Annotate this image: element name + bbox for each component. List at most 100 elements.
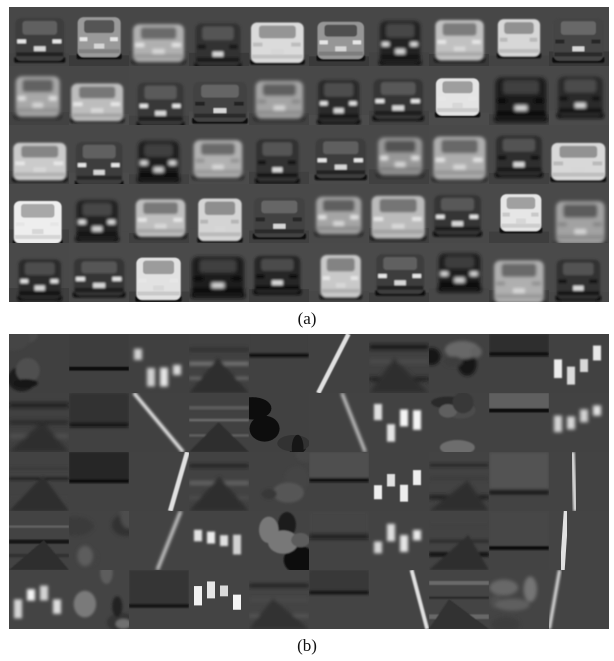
non-vehicle-sample-image (189, 452, 249, 511)
non-vehicle-sample-image (429, 393, 489, 452)
non-vehicle-sample-31 (9, 511, 69, 570)
vehicle-sample-image (249, 66, 309, 125)
vehicle-sample-image (249, 184, 309, 243)
non-vehicle-sample-38 (429, 511, 489, 570)
non-vehicle-sample-11 (9, 393, 69, 452)
non-vehicle-sample-image (249, 511, 309, 570)
vehicle-sample-32 (69, 184, 129, 243)
non-vehicle-sample-image (369, 393, 429, 452)
non-vehicle-sample-29 (489, 452, 549, 511)
vehicle-sample-image (69, 7, 129, 66)
non-vehicle-sample-48 (429, 570, 489, 629)
non-vehicle-sample-46 (309, 570, 369, 629)
vehicle-sample-14 (189, 66, 249, 125)
non-vehicle-sample-image (309, 452, 369, 511)
vehicle-sample-image (249, 125, 309, 184)
non-vehicle-sample-7 (369, 334, 429, 393)
vehicle-sample-3 (129, 7, 189, 66)
vehicle-sample-34 (189, 184, 249, 243)
non-vehicle-sample-image (549, 452, 609, 511)
non-vehicle-sample-26 (309, 452, 369, 511)
vehicle-sample-22 (69, 125, 129, 184)
panel-a-caption: (a) (297, 309, 317, 328)
non-vehicle-sample-30 (549, 452, 609, 511)
vehicle-sample-image (549, 243, 609, 302)
vehicle-sample-image (69, 66, 129, 125)
non-vehicle-sample-40 (549, 511, 609, 570)
vehicle-sample-25 (249, 125, 309, 184)
non-vehicle-sample-image (549, 570, 609, 629)
vehicle-sample-41 (9, 243, 69, 302)
vehicle-sample-15 (249, 66, 309, 125)
non-vehicle-sample-5 (249, 334, 309, 393)
non-vehicle-sample-image (129, 452, 189, 511)
vehicle-sample-39 (489, 184, 549, 243)
vehicle-sample-image (129, 7, 189, 66)
vehicle-sample-5 (249, 7, 309, 66)
non-vehicle-sample-12 (69, 393, 129, 452)
vehicle-sample-image (309, 66, 369, 125)
vehicle-sample-29 (489, 125, 549, 184)
vehicle-sample-30 (549, 125, 609, 184)
non-vehicle-sample-9 (489, 334, 549, 393)
vehicle-sample-image (309, 125, 369, 184)
vehicle-sample-image (129, 125, 189, 184)
non-vehicle-sample-21 (9, 452, 69, 511)
vehicle-sample-7 (369, 7, 429, 66)
vehicle-sample-19 (489, 66, 549, 125)
vehicle-sample-image (249, 243, 309, 302)
non-vehicle-sample-10 (549, 334, 609, 393)
vehicle-sample-image (9, 184, 69, 243)
vehicle-sample-36 (309, 184, 369, 243)
vehicle-sample-image (189, 184, 249, 243)
vehicle-sample-image (429, 184, 489, 243)
vehicle-sample-2 (69, 7, 129, 66)
vehicle-sample-image (189, 7, 249, 66)
non-vehicle-sample-image (309, 570, 369, 629)
non-vehicle-sample-image (369, 511, 429, 570)
non-vehicle-sample-image (69, 334, 129, 393)
vehicle-sample-image (189, 125, 249, 184)
non-vehicle-sample-15 (249, 393, 309, 452)
vehicle-sample-image (69, 184, 129, 243)
non-vehicle-sample-image (249, 393, 309, 452)
non-vehicle-sample-image (249, 570, 309, 629)
vehicle-sample-10 (549, 7, 609, 66)
non-vehicle-sample-image (489, 393, 549, 452)
non-vehicle-sample-49 (489, 570, 549, 629)
vehicle-sample-9 (489, 7, 549, 66)
vehicle-sample-42 (69, 243, 129, 302)
non-vehicle-sample-image (189, 511, 249, 570)
non-vehicle-sample-24 (189, 452, 249, 511)
non-vehicle-sample-4 (189, 334, 249, 393)
non-vehicle-sample-32 (69, 511, 129, 570)
vehicle-sample-48 (429, 243, 489, 302)
vehicle-sample-image (429, 125, 489, 184)
non-vehicle-sample-44 (189, 570, 249, 629)
vehicle-sample-image (129, 243, 189, 302)
non-vehicle-sample-3 (129, 334, 189, 393)
non-vehicle-samples-grid (9, 334, 609, 629)
non-vehicle-sample-image (429, 334, 489, 393)
vehicle-sample-image (369, 184, 429, 243)
vehicle-sample-image (309, 184, 369, 243)
non-vehicle-sample-image (189, 334, 249, 393)
non-vehicle-sample-42 (69, 570, 129, 629)
vehicle-sample-38 (429, 184, 489, 243)
non-vehicle-sample-33 (129, 511, 189, 570)
vehicle-sample-image (69, 243, 129, 302)
non-vehicle-sample-28 (429, 452, 489, 511)
vehicle-sample-31 (9, 184, 69, 243)
non-vehicle-sample-34 (189, 511, 249, 570)
vehicle-sample-20 (549, 66, 609, 125)
vehicle-sample-6 (309, 7, 369, 66)
non-vehicle-sample-25 (249, 452, 309, 511)
non-vehicle-sample-image (489, 570, 549, 629)
non-vehicle-sample-image (69, 452, 129, 511)
vehicle-sample-13 (129, 66, 189, 125)
vehicle-sample-12 (69, 66, 129, 125)
non-vehicle-sample-22 (69, 452, 129, 511)
vehicle-sample-21 (9, 125, 69, 184)
non-vehicle-sample-image (9, 511, 69, 570)
vehicle-sample-17 (369, 66, 429, 125)
